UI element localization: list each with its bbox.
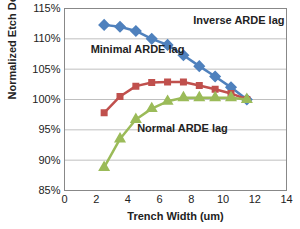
svg-text:85%: 85% (38, 184, 60, 196)
svg-text:12: 12 (249, 193, 261, 205)
svg-text:0: 0 (61, 193, 67, 205)
svg-text:90%: 90% (38, 154, 60, 166)
svg-text:2: 2 (93, 193, 99, 205)
svg-text:Trench Width (um): Trench Width (um) (127, 210, 224, 222)
svg-text:95%: 95% (38, 123, 60, 135)
svg-text:Minimal ARDE lag: Minimal ARDE lag (91, 43, 185, 55)
svg-text:14: 14 (280, 193, 292, 205)
svg-text:6: 6 (157, 193, 163, 205)
svg-text:Normalized Etch Depth: Normalized Etch Depth (6, 0, 18, 100)
svg-text:105%: 105% (32, 63, 60, 75)
svg-text:115%: 115% (33, 2, 61, 14)
svg-text:100%: 100% (32, 93, 60, 105)
svg-text:Normal ARDE lag: Normal ARDE lag (137, 122, 228, 134)
svg-text:4: 4 (125, 193, 131, 205)
svg-text:Inverse ARDE lag: Inverse ARDE lag (193, 14, 284, 26)
svg-text:110%: 110% (33, 32, 61, 44)
svg-text:8: 8 (188, 193, 194, 205)
svg-text:10: 10 (217, 193, 229, 205)
